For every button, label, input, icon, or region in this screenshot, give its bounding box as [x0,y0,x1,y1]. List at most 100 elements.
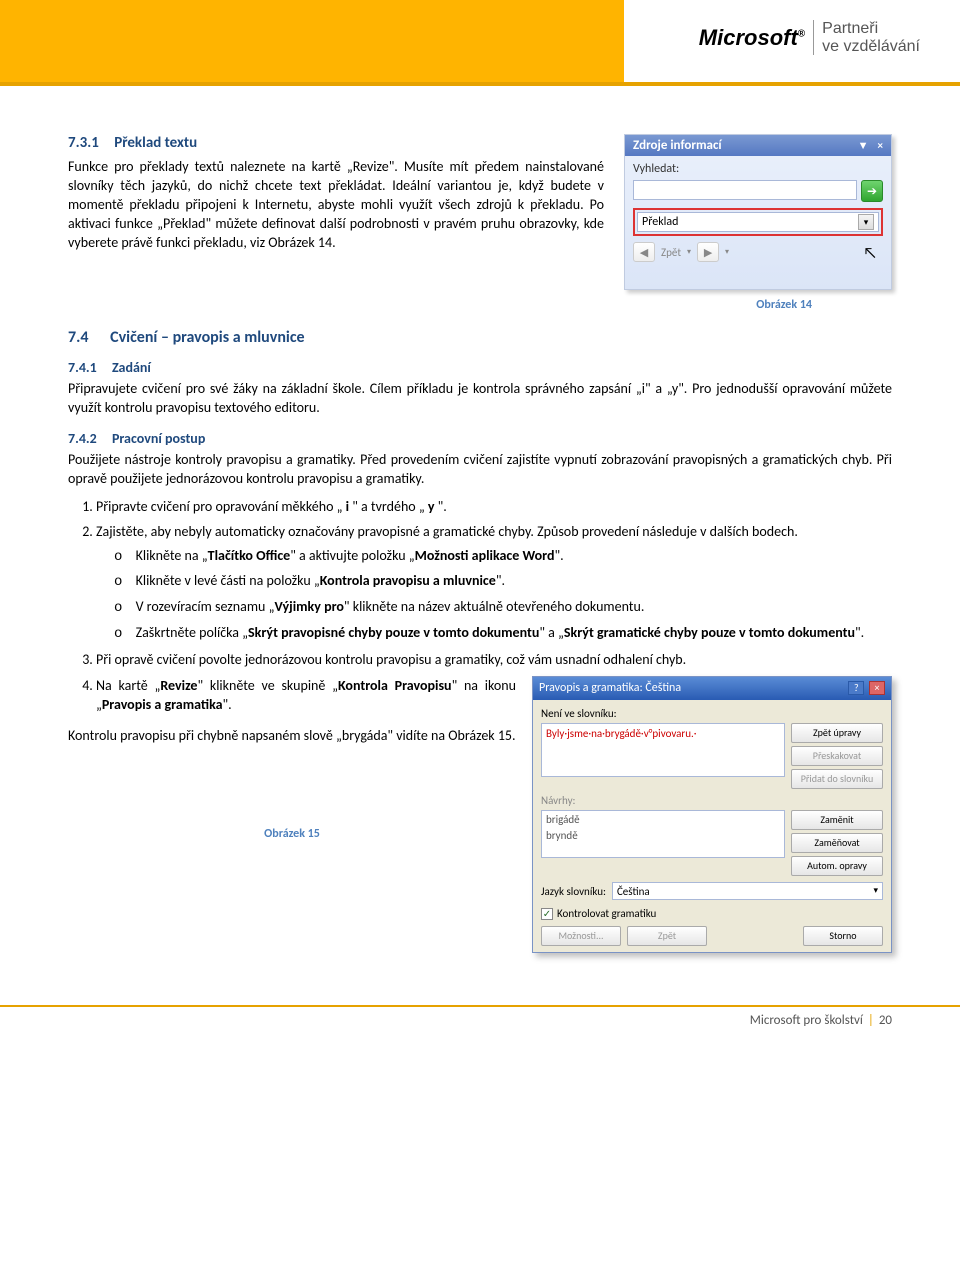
sub-list-item: Klikněte v levé části na položku „Kontro… [114,571,892,593]
add-dict-button[interactable]: Přidat do slovníku [791,769,883,789]
text-bold: Skrýt pravopisné chyby pouze v tomto dok… [248,624,539,641]
grammar-checkbox-row[interactable]: ✓ Kontrolovat gramatiku [541,906,883,921]
sub-list-item: V rozevíracím seznamu „Výjimky pro" klik… [114,597,892,619]
sub-list-item: Klikněte na „Tlačítko Office" a aktivujt… [114,546,892,568]
panel-dropdown-icon[interactable]: ▼ [858,139,869,152]
chevron-down-icon: ▾ [873,885,878,898]
text: Zajistěte, aby nebyly automaticky označo… [96,523,798,540]
error-textbox[interactable]: Byly·jsme·na·brygádě·v°pivovaru.· [541,723,785,777]
sub-list: Klikněte na „Tlačítko Office" a aktivujt… [114,546,892,644]
footer-text: Microsoft pro školství [750,1013,863,1028]
heading-731-num: 7.3.1 [68,134,99,152]
heading-741-num: 7.4.1 [68,359,97,376]
forward-button[interactable]: ▶ [697,242,719,262]
panel-nav: ◀ Zpět ▾ ▶ ▾ [633,242,883,262]
back-button[interactable]: Zpět [627,926,707,946]
heading-74-num: 7.4 [68,328,89,347]
text-bold: y [425,498,438,515]
partner-line1: Partneři [822,20,920,38]
text: ". [223,696,232,713]
text-bold: Tlačítko Office [208,547,291,564]
lang-value: Čeština [617,884,650,899]
list-item[interactable]: brigádě [546,812,780,827]
procedure-list: Připravte cvičení pro opravování měkkého… [96,497,892,953]
suggestions-list[interactable]: brigádě bryndě [541,810,785,858]
text: " klikněte ve skupině „ [197,677,338,694]
footer-page: 20 [879,1013,892,1028]
partner-text: Partneři ve vzdělávání [813,20,920,55]
lang-select[interactable]: Čeština ▾ [612,882,883,900]
text-bold: Výjimky pro [274,598,343,615]
change-all-button[interactable]: Zaměňovat [791,833,883,853]
list-item[interactable]: bryndě [546,828,780,843]
autocorrect-button[interactable]: Autom. opravy [791,856,883,876]
not-in-dict-label: Není ve slovníku: [541,706,883,721]
text-bold: Revize [160,677,197,694]
options-button[interactable]: Možnosti... [541,926,621,946]
text: Zaškrtněte políčka „ [136,624,248,641]
text-bold: Pravopis a gramatika [102,696,223,713]
panel-controls: ▼ × [852,138,883,153]
help-icon[interactable]: ? [848,681,864,695]
sub-list-item: Zaškrtněte políčka „Skrýt pravopisné chy… [114,623,892,645]
spellcheck-dialog: Pravopis a gramatika: Čeština ? × Není v… [532,676,892,953]
ignore-all-button[interactable]: Přeskakovat [791,746,883,766]
text: Při opravě cvičení povolte jednorázovou … [96,651,686,668]
heading-742: 7.4.2 Pracovní postup [68,430,892,447]
text-bold: i [342,498,352,515]
text: ". [855,624,864,641]
heading-731: 7.3.1 Překlad textu [68,134,604,152]
logo-text: Microsoft [699,25,798,50]
search-input[interactable] [633,180,857,200]
back-label: Zpět [661,246,681,259]
panel-close-icon[interactable]: × [878,139,883,152]
search-label: Vyhledat: [633,162,883,176]
text: Klikněte na „ [136,547,208,564]
partner-line2: ve vzdělávání [822,38,920,56]
heading-74-title: Cvičení – pravopis a mluvnice [110,328,304,347]
cancel-button[interactable]: Storno [803,926,883,946]
text: " klikněte na název aktuálně otevřeného … [344,598,644,615]
translate-combo[interactable]: Překlad ▾ [637,212,879,232]
text: " vidíte na Obrázek 15. [387,727,515,744]
change-button[interactable]: Zaměnit [791,810,883,830]
text: ". [496,572,505,589]
checkbox-icon[interactable]: ✓ [541,908,553,920]
caption-14: Obrázek 14 [68,298,892,312]
text: V rozevíracím seznamu „ [136,598,275,615]
text: ". [438,498,447,515]
list-item: Zajistěte, aby nebyly automaticky označo… [96,522,892,644]
suggestions-label: Návrhy: [541,793,883,808]
close-icon[interactable]: × [869,681,885,695]
undo-edit-button[interactable]: Zpět úpravy [791,723,883,743]
cursor-icon: ↖ [863,244,960,263]
footer-separator: | [868,1013,874,1028]
list-item: Na kartě „Revize" klikněte ve skupině „ K… [96,676,892,953]
search-go-button[interactable]: ➔ [861,180,883,202]
caption-15: Obrázek 15 [68,826,516,843]
fwd-chevron-icon[interactable]: ▾ [725,247,729,257]
text: " a tvrdého „ [352,498,424,515]
para-741: Připravujete cvičení pro své žáky na zák… [68,380,892,418]
grammar-check-label: Kontrolovat gramatiku [557,906,656,921]
panel-title-text: Zdroje informací [633,138,722,153]
heading-742-num: 7.4.2 [68,430,97,447]
list-item: Připravte cvičení pro opravování měkkého… [96,497,892,517]
back-button[interactable]: ◀ [633,242,655,262]
heading-74: 7.4 Cvičení – pravopis a mluvnice [68,328,892,347]
text: " a aktivujte položku „ [290,547,414,564]
text: ". [554,547,563,564]
back-chevron-icon[interactable]: ▾ [687,247,691,257]
text-bold: Možnosti aplikace Word [415,547,555,564]
combo-value: Překlad [642,215,678,229]
para-742: Použijete nástroje kontroly pravopisu a … [68,451,892,489]
heading-742-title: Pracovní postup [112,430,205,447]
text: Na kartě „ [96,677,160,694]
page-footer: Microsoft pro školství | 20 [0,1005,960,1044]
chevron-down-icon[interactable]: ▾ [858,214,874,230]
text-bold: Kontrola pravopisu a mluvnice [320,572,496,589]
header-logo-block: Microsoft® Partneři ve vzdělávání [699,20,920,55]
panel-titlebar: Zdroje informací ▼ × [625,135,891,156]
para-lower: Kontrolu pravopisu při chybně napsaném s… [68,727,516,746]
highlighted-combo: Překlad ▾ [633,208,883,236]
